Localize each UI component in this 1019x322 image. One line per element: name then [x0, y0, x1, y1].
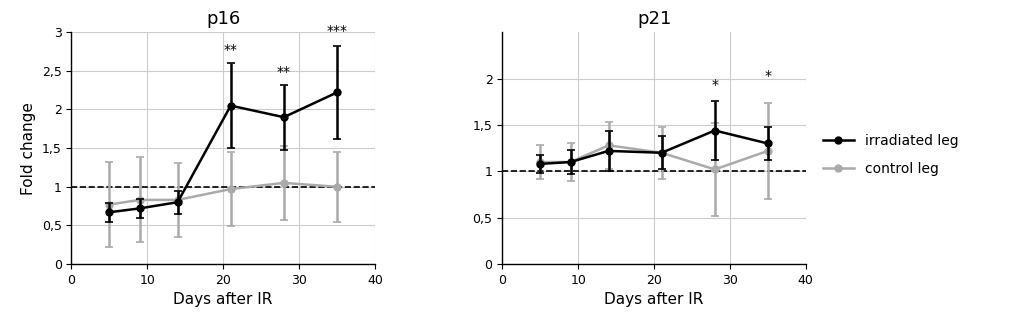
Text: *: *	[763, 69, 770, 83]
Text: *: *	[710, 79, 717, 92]
Text: **: **	[223, 43, 237, 57]
Title: p21: p21	[636, 10, 671, 28]
X-axis label: Days after IR: Days after IR	[604, 292, 703, 307]
Title: p16: p16	[206, 10, 240, 28]
X-axis label: Days after IR: Days after IR	[173, 292, 272, 307]
Text: **: **	[276, 65, 290, 79]
Y-axis label: Fold change: Fold change	[21, 102, 36, 194]
Legend: irradiated leg, control leg: irradiated leg, control leg	[822, 134, 957, 175]
Text: ***: ***	[326, 24, 347, 38]
